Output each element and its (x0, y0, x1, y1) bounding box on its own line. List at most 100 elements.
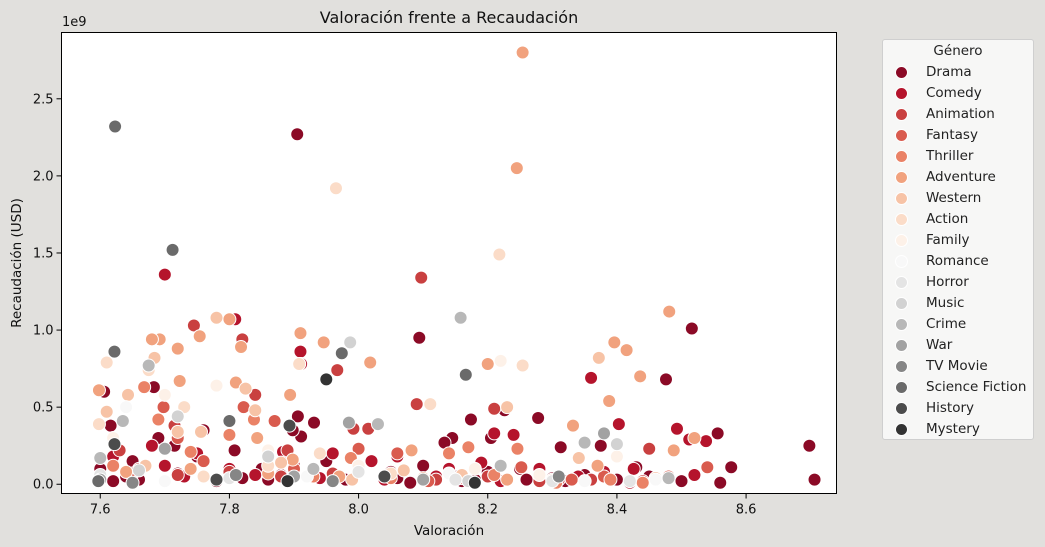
point-adventure (316, 335, 331, 350)
point-drama (103, 418, 118, 433)
legend-label: War (926, 337, 953, 353)
point-drama (403, 475, 418, 490)
point-western (396, 463, 411, 478)
point-western (500, 400, 515, 415)
point-history (282, 418, 297, 433)
legend-item-comedy: Comedy (883, 84, 1033, 105)
legend-marker (895, 213, 908, 226)
point-adventure (183, 461, 198, 476)
point-comedy (144, 438, 159, 453)
point-drama (553, 440, 568, 455)
point-western (121, 387, 136, 402)
point-thriller (442, 446, 456, 461)
point-animation (186, 318, 201, 333)
legend-label: History (926, 400, 975, 416)
point-western (170, 424, 185, 439)
point-crime (661, 471, 676, 486)
point-music (170, 409, 185, 424)
point-fantasy (196, 454, 211, 469)
point-crime (115, 414, 130, 429)
legend-marker (895, 192, 908, 205)
point-comedy (626, 461, 641, 476)
x-tick-label: 8.2 (477, 503, 498, 518)
legend-marker (895, 297, 908, 310)
point-romance (577, 474, 592, 489)
point-adventure (480, 356, 495, 371)
y-axis-offset-label: 1e9 (62, 15, 87, 30)
y-axis-label: Recaudación (USD) (9, 198, 25, 328)
point-history (377, 469, 392, 484)
point-fantasy (351, 441, 366, 456)
point-adventure (363, 355, 378, 370)
point-comedy (157, 458, 172, 473)
point-mystery (467, 475, 482, 490)
point-mystery (319, 372, 334, 387)
point-western (99, 404, 114, 419)
x-tick-label: 7.8 (219, 503, 240, 518)
legend-item-fantasy: Fantasy (883, 126, 1033, 147)
point-action (328, 181, 343, 196)
point-comedy (687, 467, 702, 482)
point-family (157, 387, 172, 402)
point-crime (93, 451, 108, 466)
point-comedy (506, 427, 521, 442)
point-drama (710, 426, 725, 441)
point-animation (487, 401, 502, 416)
legend-marker (895, 66, 908, 79)
point-action (292, 356, 307, 371)
legend-item-mystery: Mystery (883, 420, 1033, 441)
point-comedy (699, 434, 714, 449)
point-science-fiction (165, 242, 180, 257)
legend-item-tv-movie: TV Movie (883, 357, 1033, 378)
point-horror (622, 474, 637, 489)
legend-label: Crime (926, 316, 967, 332)
point-drama (463, 412, 478, 427)
legend-item-crime: Crime (883, 315, 1033, 336)
x-tick-label: 8.4 (607, 503, 628, 518)
point-music (261, 449, 276, 464)
point-thriller (137, 380, 152, 395)
y-tick-label: 1.5 (33, 246, 54, 261)
point-family (493, 353, 508, 368)
point-adventure (590, 458, 605, 473)
point-romance (119, 400, 134, 415)
point-drama (724, 460, 739, 475)
point-adventure (500, 472, 515, 487)
point-drama (106, 474, 121, 489)
legend-label: Adventure (926, 169, 996, 185)
x-axis-ticks: 7.6 7.8 8.0 8.2 8.4 8.6 (90, 493, 756, 518)
point-adventure (283, 387, 298, 402)
point-romance (157, 474, 172, 489)
point-action (312, 446, 327, 461)
point-adventure (666, 443, 681, 458)
point-music (343, 335, 358, 350)
point-war (341, 415, 356, 430)
legend-label: Comedy (926, 85, 982, 101)
legend-marker (895, 276, 908, 289)
point-family (532, 467, 547, 482)
point-comedy (611, 417, 626, 432)
point-drama (307, 415, 322, 430)
point-drama (659, 372, 673, 387)
x-tick-label: 8.0 (348, 503, 369, 518)
point-history (107, 437, 122, 452)
legend-item-family: Family (883, 231, 1033, 252)
point-history (209, 472, 224, 487)
point-adventure (91, 383, 106, 398)
point-thriller (106, 458, 121, 473)
point-adventure (170, 341, 185, 356)
point-adventure (222, 312, 237, 327)
point-thriller (510, 441, 525, 456)
point-drama (290, 409, 305, 424)
point-war (416, 472, 431, 487)
point-tv-movie (125, 475, 140, 490)
point-fantasy (514, 460, 529, 475)
legend-label: Mystery (926, 421, 980, 437)
y-tick-label: 2.5 (33, 92, 54, 107)
point-thriller (222, 427, 237, 442)
legend-marker (895, 318, 908, 331)
point-fantasy (700, 460, 715, 475)
point-fantasy (236, 400, 251, 415)
x-axis-label: Valoración (414, 523, 484, 539)
legend-marker (895, 87, 908, 100)
